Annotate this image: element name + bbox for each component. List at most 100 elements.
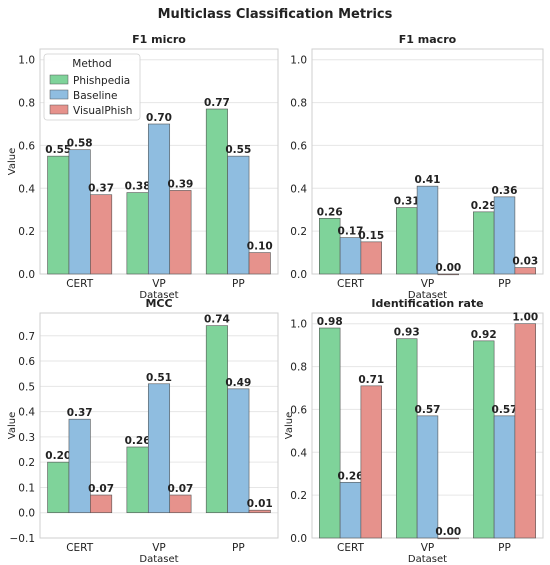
data-label: 0.71: [358, 374, 384, 386]
bar-visualphish-vp: [437, 537, 459, 540]
y-tick-label: 0.3: [18, 432, 35, 444]
data-label: 0.00: [435, 262, 461, 274]
x-tick-label: PP: [232, 278, 245, 290]
bar-baseline-vp: [416, 185, 439, 275]
data-label: 0.49: [225, 377, 251, 389]
legend-box: [43, 53, 141, 121]
bar-visualphish-vp: [437, 273, 459, 276]
data-label: 0.77: [204, 97, 230, 109]
bar-phishpedia-pp: [205, 108, 228, 275]
data-label: 0.51: [146, 372, 172, 384]
x-tick-label: PP: [232, 542, 245, 554]
bar-baseline-cert: [68, 418, 91, 514]
bar-visualphish-pp: [248, 509, 271, 514]
data-label: 0.03: [512, 256, 538, 268]
y-tick-label: 0.0: [18, 269, 35, 281]
panel-title: F1 macro: [399, 33, 457, 46]
data-label: 0.57: [415, 404, 441, 416]
panel-title: Identification rate: [371, 297, 483, 310]
panel-2: 0.0 0.2 0.4 0.6 0.8 1.0 0.26 0.170.15 CERT 0.31 0.…: [290, 33, 544, 301]
data-label: 0.37: [67, 407, 93, 419]
bar-baseline-pp: [493, 415, 516, 539]
data-label: 1.00: [512, 312, 538, 324]
bar-phishpedia-pp: [205, 325, 228, 514]
data-label: 0.15: [358, 230, 384, 242]
x-axis-label: Dataset: [408, 290, 447, 301]
bar-visualphish-vp: [169, 190, 192, 275]
legend-swatch-visualphish: [49, 104, 69, 115]
data-label: 0.70: [146, 112, 172, 124]
y-tick-label: 0.8: [290, 362, 307, 374]
data-label: 0.41: [415, 174, 441, 186]
x-axis-label: Dataset: [139, 290, 178, 301]
data-label: 0.98: [317, 316, 343, 328]
x-axis-label: Dataset: [408, 554, 447, 565]
bar-visualphish-pp: [514, 267, 536, 275]
y-tick-label: 1.0: [290, 319, 307, 331]
data-label: 0.57: [492, 404, 518, 416]
y-tick-label: 0.2: [290, 490, 307, 502]
data-label: 0.39: [167, 178, 193, 190]
y-tick-label: 0.4: [18, 407, 35, 419]
bar-phishpedia-vp: [396, 338, 418, 539]
data-label: 0.26: [317, 206, 343, 218]
data-label: 0.07: [167, 483, 193, 495]
legend-swatch-phishpedia: [49, 74, 69, 85]
figure-title: Multiclass Classification Metrics: [158, 7, 393, 22]
y-tick-label: 0.4: [290, 183, 307, 195]
bar-visualphish-cert: [360, 385, 382, 539]
bar-visualphish-cert: [360, 241, 382, 275]
y-axis-label: Value: [7, 148, 18, 175]
bar-phishpedia-pp: [473, 211, 495, 275]
y-tick-label: 0.7: [18, 331, 35, 343]
legend-swatch-baseline: [49, 89, 69, 100]
plot-frame: [39, 312, 279, 539]
data-label: 0.58: [67, 138, 93, 150]
data-label: 0.00: [435, 526, 461, 538]
legend-title: Method: [72, 58, 111, 70]
x-tick-label: VP: [152, 278, 166, 290]
y-tick-label: −0.1: [10, 533, 36, 545]
y-tick-label: 0.4: [290, 447, 307, 459]
bar-baseline-pp: [227, 388, 250, 514]
data-label: 0.29: [471, 200, 497, 212]
data-label: 0.36: [492, 185, 518, 197]
bar-phishpedia-cert: [47, 155, 70, 275]
data-label: 0.92: [471, 329, 497, 341]
panel-title: MCC: [145, 297, 172, 310]
y-axis-label: Value: [7, 412, 18, 439]
data-label: 0.93: [394, 327, 420, 339]
panel-1: 0.00.20.40.60.81.00.550.580.37CERT0.380.…: [7, 33, 279, 301]
bar-phishpedia-pp: [473, 340, 495, 539]
y-tick-label: 0.5: [18, 381, 35, 393]
data-label: 0.38: [125, 181, 151, 193]
y-tick-label: 0.0: [18, 508, 35, 520]
x-tick-label: VP: [152, 542, 166, 554]
x-tick-label: CERT: [337, 542, 364, 554]
y-tick-label: 0.8: [290, 98, 307, 110]
y-tick-label: 0.0: [290, 533, 307, 545]
y-tick-label: 0.2: [18, 457, 35, 469]
bar-baseline-pp: [227, 155, 250, 275]
bar-phishpedia-vp: [126, 446, 149, 514]
bar-visualphish-pp: [514, 323, 536, 539]
bar-phishpedia-cert: [319, 327, 341, 539]
legend-label-phishpedia: Phishpedia: [73, 75, 130, 87]
bar-phishpedia-vp: [126, 192, 149, 275]
x-axis-label: Dataset: [139, 554, 178, 565]
x-tick-label: VP: [421, 278, 435, 290]
y-tick-label: 0.4: [18, 183, 35, 195]
bar-baseline-vp: [147, 383, 171, 514]
data-label: 0.55: [45, 144, 71, 156]
bar-baseline-pp: [493, 196, 516, 275]
data-label: 0.26: [338, 470, 364, 482]
x-tick-label: PP: [498, 278, 511, 290]
y-tick-label: 0.2: [290, 226, 307, 238]
bar-baseline-cert: [339, 237, 362, 275]
bar-phishpedia-cert: [47, 461, 70, 514]
y-tick-label: 1.0: [18, 55, 35, 67]
data-label: 0.17: [338, 226, 364, 238]
x-tick-label: VP: [421, 542, 435, 554]
x-tick-label: PP: [498, 542, 511, 554]
